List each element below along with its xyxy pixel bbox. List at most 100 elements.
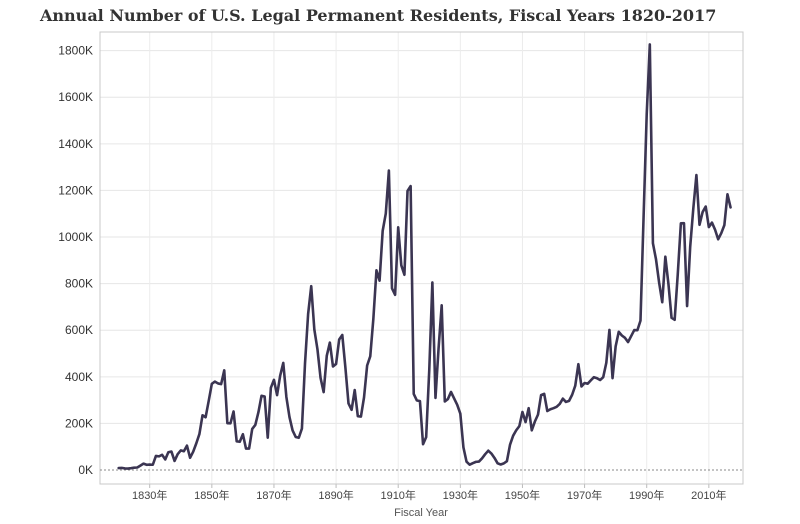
data-point (217, 382, 219, 385)
data-point (577, 363, 579, 365)
data-point (316, 348, 319, 350)
data-point (593, 376, 595, 378)
data-point (394, 294, 396, 296)
data-point (587, 383, 589, 385)
data-point (201, 414, 204, 416)
data-point (142, 463, 145, 465)
y-tick-label: 0K (78, 463, 93, 477)
data-point (257, 411, 260, 413)
data-point (661, 301, 663, 303)
x-tick-label: 1950年 (505, 488, 540, 502)
data-point (714, 229, 716, 231)
data-point (282, 362, 284, 364)
y-tick-label: 600K (65, 323, 93, 337)
data-point (326, 355, 328, 357)
data-point (270, 387, 272, 389)
data-point (639, 320, 642, 322)
data-point (633, 329, 635, 331)
data-point (695, 174, 698, 176)
data-point (621, 334, 623, 337)
data-point (667, 283, 670, 285)
data-point (410, 185, 412, 187)
data-point (124, 467, 126, 470)
data-point (515, 429, 517, 431)
data-point (481, 457, 483, 459)
y-tick-label: 1000K (58, 230, 93, 244)
x-tick-label: 1910年 (380, 488, 415, 502)
data-point (344, 366, 346, 369)
data-point (599, 379, 601, 381)
data-point (437, 347, 440, 349)
data-point (618, 331, 620, 333)
chart-title: Annual Number of U.S. Legal Permanent Re… (40, 6, 717, 25)
data-point (378, 280, 381, 282)
data-point (627, 341, 629, 343)
data-point (493, 457, 496, 459)
x-tick-label: 1890年 (318, 488, 353, 502)
data-point (431, 281, 433, 284)
data-point (205, 416, 207, 418)
data-point (391, 287, 393, 289)
data-point (568, 400, 570, 402)
data-point (425, 436, 427, 438)
data-point (319, 377, 322, 379)
data-point (540, 394, 542, 396)
data-point (298, 437, 300, 439)
data-point (192, 451, 194, 453)
data-point (304, 362, 306, 365)
series-line (117, 43, 732, 470)
data-point (208, 400, 210, 402)
data-point (475, 461, 477, 463)
data-point (264, 395, 266, 398)
data-point (164, 458, 166, 461)
data-point (543, 393, 545, 395)
data-point (136, 466, 138, 469)
x-tick-label: 1990年 (629, 488, 664, 502)
plot-frame (99, 31, 744, 485)
data-point (254, 424, 256, 426)
data-point (683, 222, 685, 224)
data-point (615, 345, 617, 347)
data-point (406, 190, 409, 192)
data-point (276, 394, 278, 396)
series-points (118, 43, 732, 470)
data-point (416, 399, 418, 401)
data-point (273, 379, 275, 381)
data-point (528, 407, 530, 409)
data-point (130, 467, 132, 469)
data-point (139, 465, 141, 467)
data-point (456, 404, 458, 406)
data-point (127, 467, 129, 470)
data-point (565, 401, 567, 403)
data-point (248, 447, 250, 450)
data-point (285, 396, 287, 398)
data-point (503, 462, 505, 464)
data-point (149, 463, 151, 466)
data-point (351, 409, 353, 411)
data-point (366, 364, 368, 367)
data-point (295, 436, 297, 438)
data-point (245, 448, 247, 450)
data-point (400, 264, 402, 266)
data-point (462, 446, 465, 448)
data-point (521, 411, 524, 413)
data-point (708, 226, 710, 228)
data-point (372, 318, 374, 320)
y-tick-label: 1400K (58, 137, 93, 151)
x-tick-label: 1970年 (567, 488, 602, 502)
data-point (605, 362, 607, 364)
data-point (167, 451, 169, 453)
data-point (552, 407, 555, 409)
data-point (170, 450, 173, 453)
data-point (636, 329, 638, 331)
data-point (173, 460, 176, 462)
data-point (186, 445, 188, 447)
data-point (267, 437, 269, 439)
data-point (229, 422, 232, 424)
x-tick-label: 1830年 (132, 488, 167, 502)
data-point (646, 113, 648, 115)
data-point (313, 328, 315, 331)
data-point (702, 211, 704, 213)
data-point (118, 467, 120, 469)
